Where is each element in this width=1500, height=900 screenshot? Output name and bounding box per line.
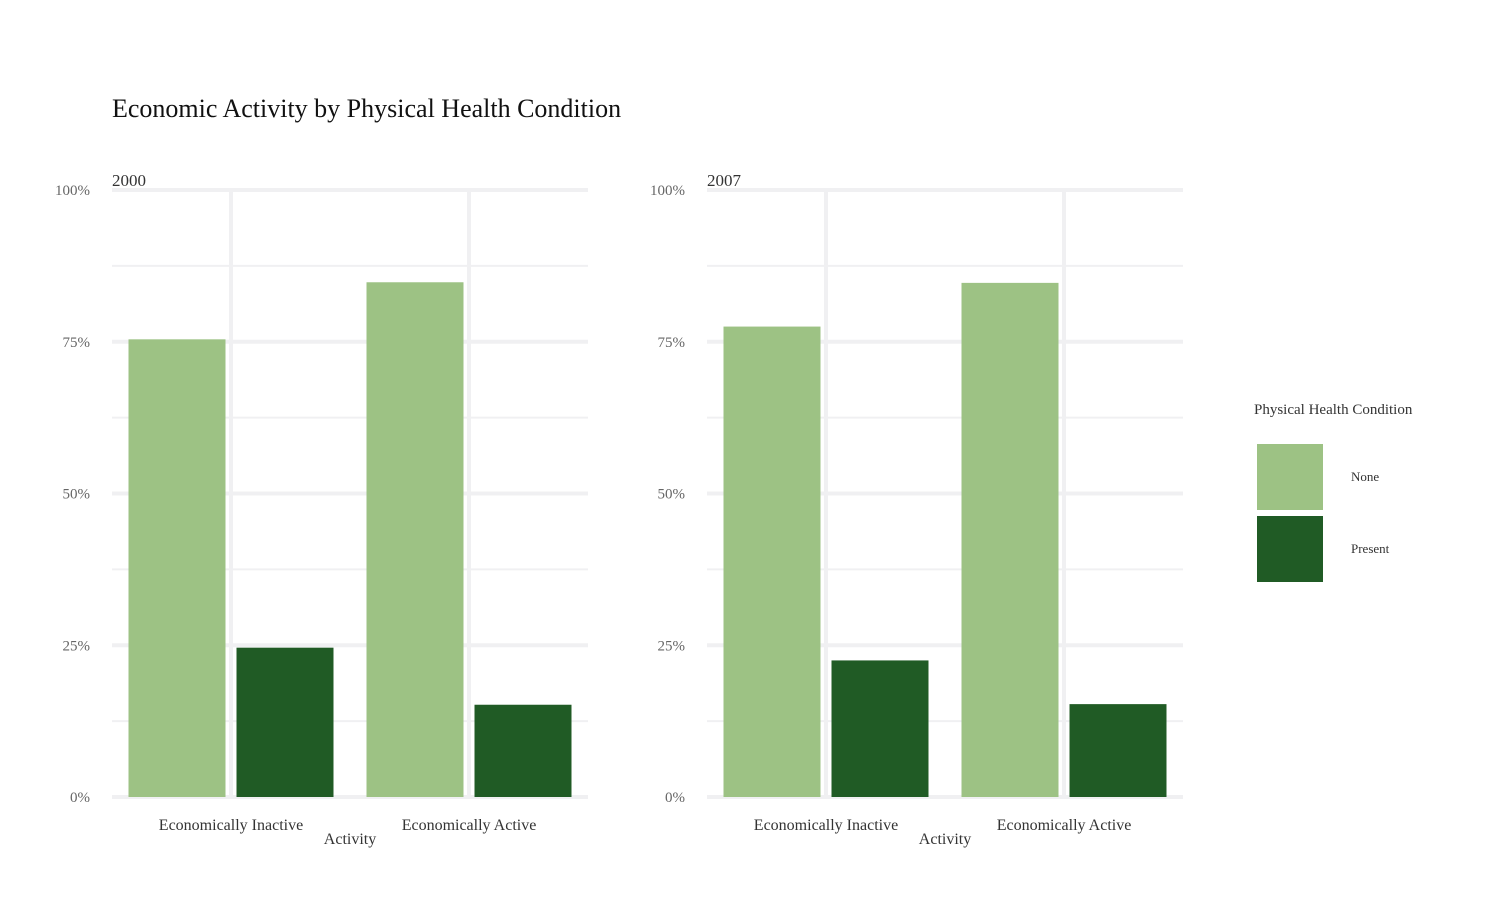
legend-label-none: None: [1351, 469, 1379, 484]
y-tick-label: 75%: [658, 335, 686, 351]
panel-title: 2007: [707, 171, 742, 190]
legend-swatch-present: [1257, 516, 1323, 582]
y-tick-label: 0%: [70, 790, 90, 806]
x-tick-label: Economically Inactive: [159, 817, 303, 834]
panel-title: 2000: [112, 171, 146, 190]
legend-title: Physical Health Condition: [1254, 402, 1413, 418]
y-tick-label: 100%: [55, 183, 90, 199]
x-tick-label: Economically Active: [997, 817, 1132, 834]
bar-present-2007: [831, 660, 929, 797]
bar-none-2007: [961, 282, 1059, 798]
y-tick-label: 25%: [63, 638, 91, 654]
y-tick-label: 75%: [63, 335, 91, 351]
y-tick-label: 50%: [63, 487, 91, 503]
bar-none-2000: [128, 339, 226, 797]
bar-none-2007: [723, 326, 821, 797]
x-axis-title: Activity: [324, 831, 376, 848]
x-tick-label: Economically Active: [402, 817, 537, 834]
x-axis-title: Activity: [919, 831, 971, 848]
bar-present-2000: [474, 704, 572, 797]
y-tick-label: 25%: [658, 638, 686, 654]
bar-present-2000: [236, 647, 334, 797]
bar-present-2007: [1069, 704, 1167, 797]
chart-title: Economic Activity by Physical Health Con…: [112, 94, 622, 123]
legend-label-present: Present: [1351, 541, 1390, 556]
legend-swatch-none: [1257, 444, 1323, 510]
x-tick-label: Economically Inactive: [754, 817, 898, 834]
bar-none-2000: [366, 282, 464, 797]
y-tick-label: 0%: [665, 790, 685, 806]
y-tick-label: 50%: [658, 487, 686, 503]
y-tick-label: 100%: [650, 183, 685, 199]
